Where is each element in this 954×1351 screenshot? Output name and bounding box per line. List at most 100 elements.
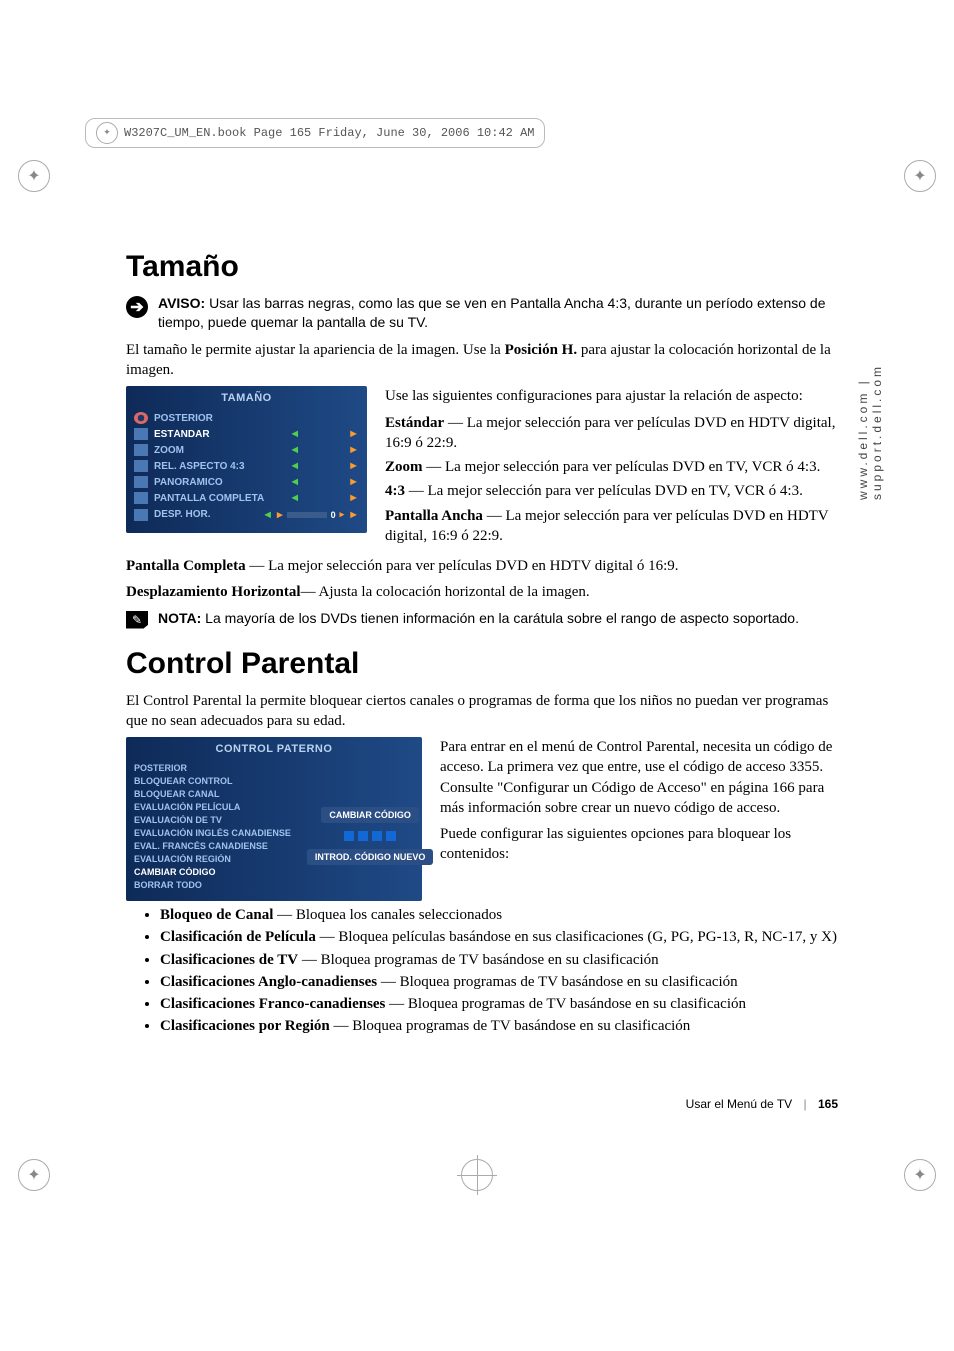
menu-row-label: REL. ASPECTO 4:3 [154,461,283,472]
aviso-text: AVISO: Usar las barras negras, como las … [158,294,846,332]
pc-term: Pantalla Completa [126,558,246,574]
bullet-item: Clasificaciones por Región — Bloquea pro… [160,1016,846,1036]
bullet-item: Clasificación de Película — Bloquea pelí… [160,927,846,947]
menu-tamano: TAMAÑO POSTERIORESTÁNDAR◄►ZOOM◄►REL. ASP… [126,386,367,533]
cp-right2: Puede configurar las siguientes opciones… [440,824,846,865]
footer-section: Usar el Menú de TV [686,1097,793,1111]
aviso-body: Usar las barras negras, como las que se … [158,295,825,330]
menu-row: PANORÁMICO ◄► [134,474,359,490]
menu-row-arrows: ◄► [289,492,359,504]
parental-row: EVALUACIÓN REGIÓN [134,852,291,865]
menu-row: DESP. HOR.◄▸0▸► [134,506,359,523]
parental-row-label: BORRAR TODO [134,880,291,890]
bullet-item: Bloqueo de Canal — Bloquea los canales s… [160,905,846,925]
page-footer: Usar el Menú de TV | 165 [686,1097,838,1111]
crop-mark-br: ✦ [904,1159,936,1191]
parental-row: EVAL. FRANCÉS CANADIENSE [134,839,291,852]
aviso-icon: ➔ [126,296,148,318]
aviso-block: ➔ AVISO: Usar las barras negras, como la… [126,294,846,332]
cp-right1: Para entrar en el menú de Control Parent… [440,737,846,818]
crop-mark-tr: ✦ [904,160,936,192]
desp-text: — Ajusta la colocación horizontal de la … [301,584,590,600]
intro-a: El tamaño le permite ajustar la aparienc… [126,342,505,358]
parental-row: POSTERIOR [134,761,291,774]
bullet-text: — Bloquea películas basándose en sus cla… [316,929,837,945]
def-text: — La mejor selección para ver películas … [405,483,803,499]
bullet-term: Clasificación de Película [160,929,316,945]
menu-row-arrows: ◄► [289,444,359,456]
parental-row-label: BLOQUEAR CANAL [134,789,291,799]
btn-cambiar-codigo: CAMBIAR CÓDIGO [321,807,419,823]
aspect-intro: Use las siguientes configuraciones para … [385,386,846,406]
def-text: — La mejor selección para ver películas … [423,459,821,475]
section-title-parental: Control Parental [126,647,846,681]
menu-tamano-title: TAMAÑO [134,392,359,404]
menu-row-label: PANTALLA COMPLETA [154,493,283,504]
page-content: Tamaño ➔ AVISO: Usar las barras negras, … [126,250,846,1039]
menu-row-slider: ◄▸0▸► [262,508,359,521]
menu-row-arrows: ◄► [289,476,359,488]
parental-row: BLOQUEAR CONTROL [134,774,291,787]
aspect-def: Pantalla Ancha — La mejor selección para… [385,506,846,547]
footer-sep: | [804,1097,807,1111]
bullet-term: Clasificaciones de TV [160,952,298,968]
parental-row: EVALUACIÓN DE TV [134,813,291,826]
bullet-text: — Bloquea programas de TV basándose en s… [330,1018,691,1034]
def-term: 4:3 [385,483,405,499]
parental-row-label: CAMBIAR CÓDIGO [134,867,291,877]
parental-row: CAMBIAR CÓDIGO [134,865,291,878]
desp-term: Desplazamiento Horizontal [126,584,301,600]
nota-body: La mayoría de los DVDs tienen informació… [201,610,799,626]
aspect-def: Estándar — La mejor selección para ver p… [385,413,846,454]
section-title-tamano: Tamaño [126,250,846,284]
desp-line: Desplazamiento Horizontal— Ajusta la col… [126,582,846,602]
pc-text: — La mejor selección para ver películas … [246,558,679,574]
menu-row-icon [134,444,148,456]
parental-row-label: EVALUACIÓN INGLÉS CANADIENSE [134,828,291,838]
aspect-def: 4:3 — La mejor selección para ver pelícu… [385,481,846,501]
crop-mark-tl: ✦ [18,160,50,192]
menu-parental: CONTROL PATERNO POSTERIOR BLOQUEAR CONTRO… [126,737,422,901]
def-term: Zoom [385,459,423,475]
menu-row-label: PANORÁMICO [154,477,283,488]
code-dots [344,831,396,841]
parental-row: EVALUACIÓN PELÍCULA [134,800,291,813]
btn-introd-codigo: INTROD. CÓDIGO NUEVO [307,849,434,865]
parental-row: BORRAR TODO [134,878,291,891]
def-term: Pantalla Ancha [385,508,483,524]
page-header-line: ✦W3207C_UM_EN.book Page 165 Friday, June… [85,118,545,148]
menu-row-icon [134,509,148,521]
bullet-text: — Bloquea programas de TV basándose en s… [385,996,746,1012]
menu-row-label: ESTÁNDAR [154,429,283,440]
bullet-item: Clasificaciones de TV — Bloquea programa… [160,950,846,970]
bullets-list: Bloqueo de Canal — Bloquea los canales s… [126,905,846,1037]
pantalla-completa-line: Pantalla Completa — La mejor selección p… [126,556,846,576]
menu-row: PANTALLA COMPLETA ◄► [134,490,359,506]
menu-row-icon [134,412,148,424]
header-text: W3207C_UM_EN.book Page 165 Friday, June … [124,126,534,140]
parental-row-label: BLOQUEAR CONTROL [134,776,291,786]
menu-row: POSTERIOR [134,410,359,426]
bullet-term: Bloqueo de Canal [160,907,273,923]
menu-row-arrows: ◄► [289,428,359,440]
aspect-def: Zoom — La mejor selección para ver pelíc… [385,457,846,477]
bullet-text: — Bloquea programas de TV basándose en s… [298,952,659,968]
parental-row: EVALUACIÓN INGLÉS CANADIENSE [134,826,291,839]
menu-row-icon [134,428,148,440]
bullet-item: Clasificaciones Franco-canadienses — Blo… [160,994,846,1014]
menu-row-icon [134,476,148,488]
menu-parental-title: CONTROL PATERNO [134,743,414,755]
center-crop-mark [461,1159,493,1191]
bullet-term: Clasificaciones por Región [160,1018,330,1034]
menu-row-icon [134,492,148,504]
bullet-text: — Bloquea los canales seleccionados [273,907,502,923]
bullet-term: Clasificaciones Anglo-canadienses [160,974,377,990]
parental-row-label: EVALUACIÓN REGIÓN [134,854,291,864]
nota-label: NOTA: [158,610,201,626]
cp-right-col: Para entrar en el menú de Control Parent… [440,737,846,871]
menu-row-label: POSTERIOR [154,413,359,424]
side-url: www.dell.com | support.dell.com [856,240,884,500]
parental-row-label: EVALUACIÓN DE TV [134,815,291,825]
nota-block: ✎ NOTA: La mayoría de los DVDs tienen in… [126,609,846,629]
def-text: — La mejor selección para ver películas … [385,415,835,451]
